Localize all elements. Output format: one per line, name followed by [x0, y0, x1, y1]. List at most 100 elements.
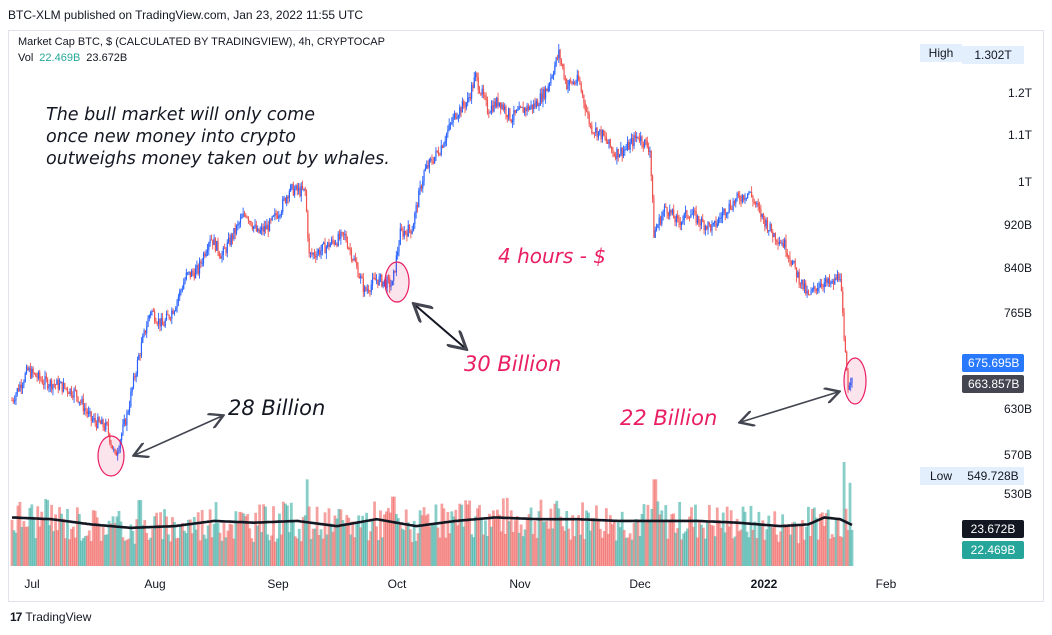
volume-bar	[418, 510, 422, 566]
candle-body	[805, 283, 807, 294]
volume-bar	[791, 522, 794, 566]
candle-body	[708, 222, 710, 225]
volume-bar	[668, 521, 672, 566]
candle-body	[241, 216, 243, 219]
candle-body	[658, 217, 660, 226]
candle-body	[604, 135, 606, 138]
candle-body	[172, 310, 174, 314]
candle-body	[121, 433, 123, 441]
candle-body	[789, 256, 791, 262]
candle-body	[674, 218, 676, 223]
candle-body	[703, 221, 705, 231]
volume-bar	[779, 531, 783, 566]
candle-body	[614, 155, 617, 160]
volume-bar	[107, 520, 111, 566]
candle-body	[515, 110, 518, 113]
candle-body	[736, 193, 738, 199]
candle-body	[397, 251, 399, 256]
candle-body	[56, 379, 58, 385]
candle-body	[828, 278, 831, 285]
candle-body	[753, 201, 755, 203]
volume-bar	[652, 479, 656, 566]
candle-body	[440, 145, 442, 155]
candle-body	[580, 84, 582, 92]
candle-body	[177, 296, 180, 301]
tradingview-brand[interactable]: 17 TradingView	[10, 610, 91, 624]
candle-body	[237, 223, 239, 226]
volume-bar	[109, 523, 113, 566]
volume-bar	[147, 539, 151, 566]
candle-body	[644, 139, 646, 147]
volume-bar	[301, 517, 305, 566]
candle-body	[447, 129, 449, 134]
candle-body	[173, 311, 176, 314]
candle-body	[776, 240, 778, 242]
volume-bar	[612, 521, 616, 566]
candle-body	[760, 208, 762, 218]
volume-bar	[252, 541, 256, 566]
volume-bar	[692, 526, 695, 566]
candle-body	[146, 326, 148, 334]
volume-bar	[567, 528, 571, 566]
volume-bar	[85, 535, 89, 566]
candle-body	[64, 383, 66, 388]
candle-body	[484, 95, 486, 97]
volume-bar	[81, 538, 85, 566]
volume-bar	[741, 506, 745, 566]
candle-body	[727, 211, 729, 215]
candle-body	[264, 225, 267, 230]
volume-bar	[642, 504, 646, 566]
volume-bar	[212, 524, 216, 566]
candle-body	[836, 274, 839, 280]
volume-bar	[729, 510, 733, 566]
volume-bar	[727, 526, 731, 566]
candle-body	[662, 211, 664, 217]
volume-bar	[606, 533, 610, 566]
volume-bar	[58, 507, 61, 566]
candle-body	[790, 261, 792, 265]
candle-body	[455, 113, 457, 119]
candle-body	[415, 205, 417, 213]
candle-body	[402, 229, 404, 237]
candle-body	[14, 400, 16, 402]
candle-body	[444, 140, 446, 144]
candle-body	[251, 225, 253, 229]
candle-body	[777, 241, 779, 245]
volume-bar	[565, 511, 569, 566]
candle-body	[851, 377, 853, 384]
volume-bar	[131, 530, 135, 566]
volume-bar	[664, 505, 668, 566]
volume-bar	[339, 509, 343, 566]
candle-body	[132, 376, 135, 388]
candle-body	[230, 234, 232, 245]
volume-bar	[75, 507, 79, 566]
volume-bar	[282, 501, 285, 566]
volume-bar	[242, 513, 246, 566]
candle-body	[165, 314, 168, 321]
candle-body	[366, 289, 368, 291]
candle-body	[612, 149, 614, 155]
volume-bar	[402, 529, 406, 566]
candle-body	[150, 312, 152, 316]
candle-body	[601, 130, 603, 140]
candle-body	[648, 147, 650, 153]
candle-body	[505, 106, 507, 116]
candle-body	[403, 231, 405, 237]
candle-body	[423, 170, 425, 182]
volume-ma-line	[11, 516, 853, 530]
volume-bar	[702, 527, 705, 566]
candle-body	[154, 311, 156, 322]
candle-body	[262, 227, 264, 232]
volume-bar	[303, 515, 307, 566]
candle-body	[509, 108, 511, 120]
volume-bar	[129, 524, 133, 566]
candle-body	[76, 390, 78, 397]
volume-bar	[492, 510, 495, 566]
volume-bar	[725, 506, 729, 566]
x-tick: Jul	[24, 577, 40, 591]
volume-bar	[341, 520, 345, 566]
candle-body	[204, 253, 206, 257]
candle-body	[242, 213, 244, 217]
candle-body	[788, 256, 790, 258]
